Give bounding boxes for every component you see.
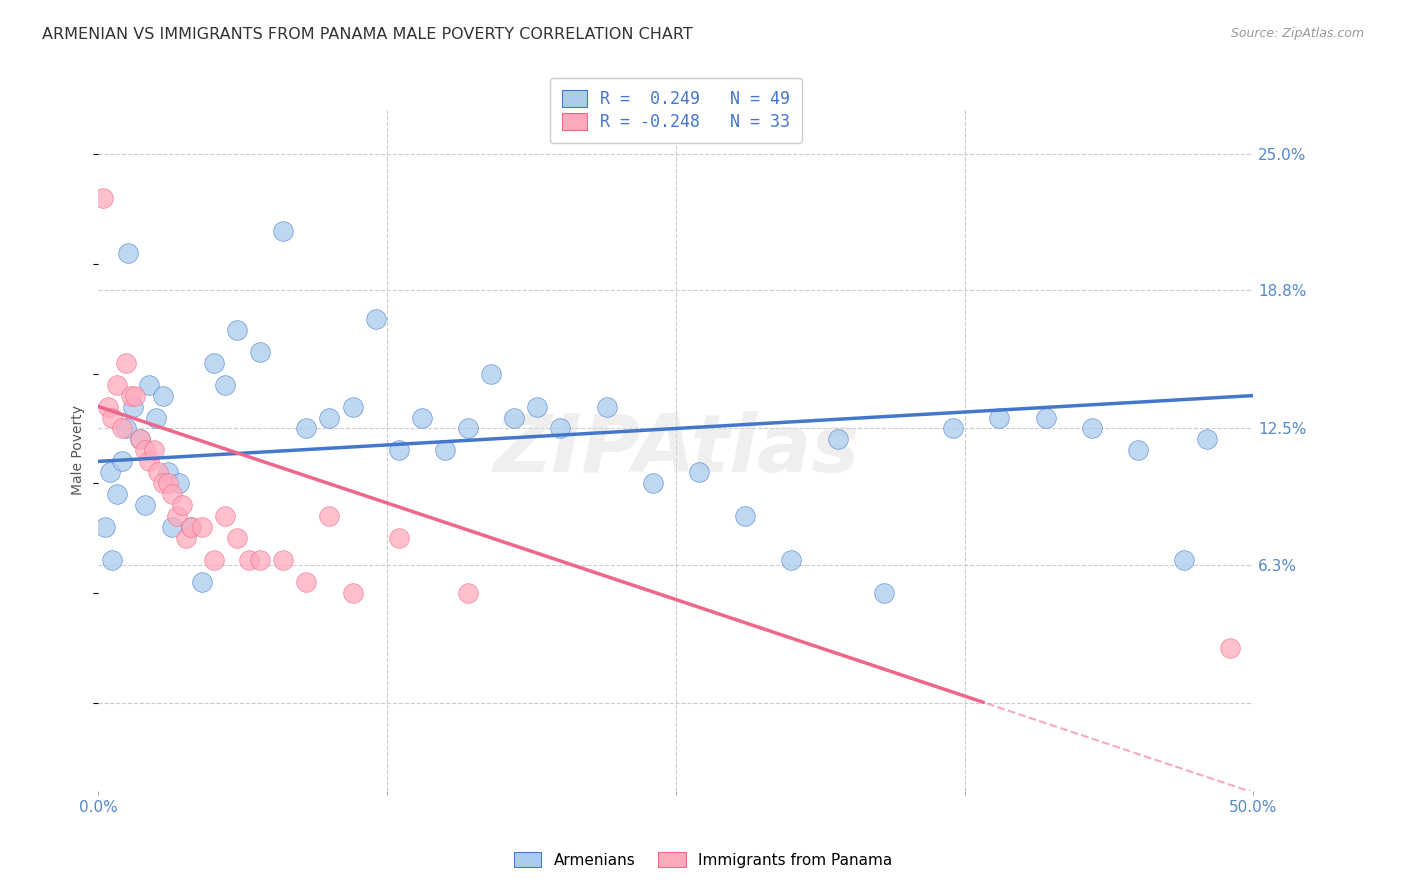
Point — [1126, 443, 1149, 458]
Point — [110, 421, 132, 435]
Point — [124, 388, 146, 402]
Point — [169, 476, 191, 491]
Point — [129, 433, 152, 447]
Point — [595, 400, 617, 414]
Point — [249, 553, 271, 567]
Point — [1035, 410, 1057, 425]
Point — [105, 487, 128, 501]
Point — [734, 509, 756, 524]
Point — [388, 443, 411, 458]
Point — [342, 586, 364, 600]
Point — [942, 421, 965, 435]
Point — [94, 520, 117, 534]
Point — [433, 443, 456, 458]
Point — [295, 575, 318, 590]
Point — [138, 454, 160, 468]
Point — [457, 586, 479, 600]
Point — [170, 498, 193, 512]
Point — [202, 553, 225, 567]
Point — [479, 367, 502, 381]
Point — [364, 311, 387, 326]
Text: ARMENIAN VS IMMIGRANTS FROM PANAMA MALE POVERTY CORRELATION CHART: ARMENIAN VS IMMIGRANTS FROM PANAMA MALE … — [42, 27, 693, 42]
Point — [1219, 640, 1241, 655]
Point — [318, 509, 340, 524]
Point — [295, 421, 318, 435]
Point — [271, 553, 294, 567]
Point — [526, 400, 548, 414]
Point — [97, 400, 120, 414]
Point — [98, 466, 121, 480]
Point — [226, 531, 249, 545]
Point — [174, 531, 197, 545]
Point — [152, 388, 174, 402]
Point — [180, 520, 202, 534]
Point — [134, 498, 156, 512]
Point — [162, 487, 184, 501]
Point — [120, 388, 142, 402]
Point — [318, 410, 340, 425]
Point — [503, 410, 526, 425]
Point — [91, 191, 114, 205]
Point — [411, 410, 433, 425]
Point — [271, 224, 294, 238]
Point — [342, 400, 364, 414]
Point — [214, 509, 236, 524]
Point — [191, 575, 214, 590]
Point — [202, 356, 225, 370]
Point — [214, 377, 236, 392]
Point — [388, 531, 411, 545]
Point — [134, 443, 156, 458]
Point — [780, 553, 803, 567]
Point — [156, 476, 179, 491]
Point — [122, 400, 145, 414]
Point — [827, 433, 849, 447]
Point — [1173, 553, 1195, 567]
Point — [110, 454, 132, 468]
Point — [142, 443, 165, 458]
Point — [1197, 433, 1219, 447]
Point — [226, 323, 249, 337]
Point — [148, 466, 170, 480]
Point — [873, 586, 896, 600]
Point — [688, 466, 710, 480]
Point — [105, 377, 128, 392]
Y-axis label: Male Poverty: Male Poverty — [72, 406, 86, 495]
Point — [115, 421, 138, 435]
Point — [238, 553, 260, 567]
Point — [129, 433, 152, 447]
Point — [191, 520, 214, 534]
Point — [162, 520, 184, 534]
Point — [138, 377, 160, 392]
Point — [180, 520, 202, 534]
Point — [249, 344, 271, 359]
Point — [156, 466, 179, 480]
Point — [152, 476, 174, 491]
Legend: Armenians, Immigrants from Panama: Armenians, Immigrants from Panama — [502, 839, 904, 880]
Point — [117, 246, 139, 260]
Point — [641, 476, 664, 491]
Point — [988, 410, 1011, 425]
Point — [101, 553, 124, 567]
Point — [115, 356, 138, 370]
Text: ZIPAtlas: ZIPAtlas — [492, 411, 859, 490]
Point — [1080, 421, 1102, 435]
Point — [550, 421, 572, 435]
Legend: R =  0.249   N = 49, R = -0.248   N = 33: R = 0.249 N = 49, R = -0.248 N = 33 — [550, 78, 801, 143]
Point — [457, 421, 479, 435]
Point — [166, 509, 188, 524]
Point — [101, 410, 124, 425]
Point — [145, 410, 167, 425]
Text: Source: ZipAtlas.com: Source: ZipAtlas.com — [1230, 27, 1364, 40]
